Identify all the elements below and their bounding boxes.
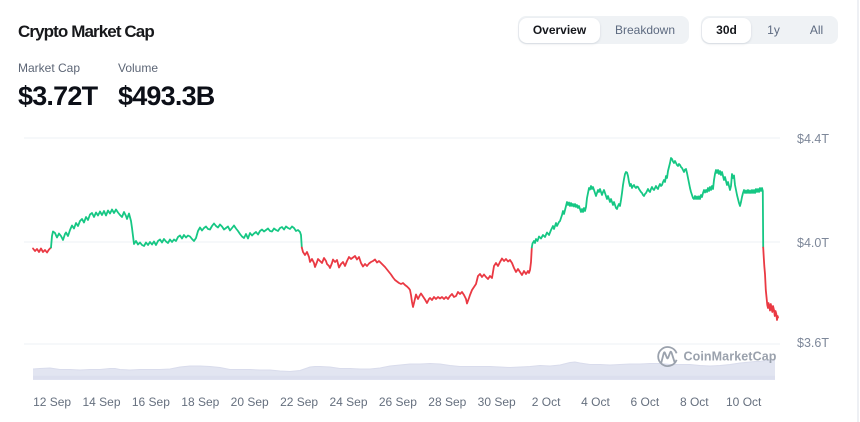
svg-text:CoinMarketCap: CoinMarketCap bbox=[684, 350, 777, 364]
